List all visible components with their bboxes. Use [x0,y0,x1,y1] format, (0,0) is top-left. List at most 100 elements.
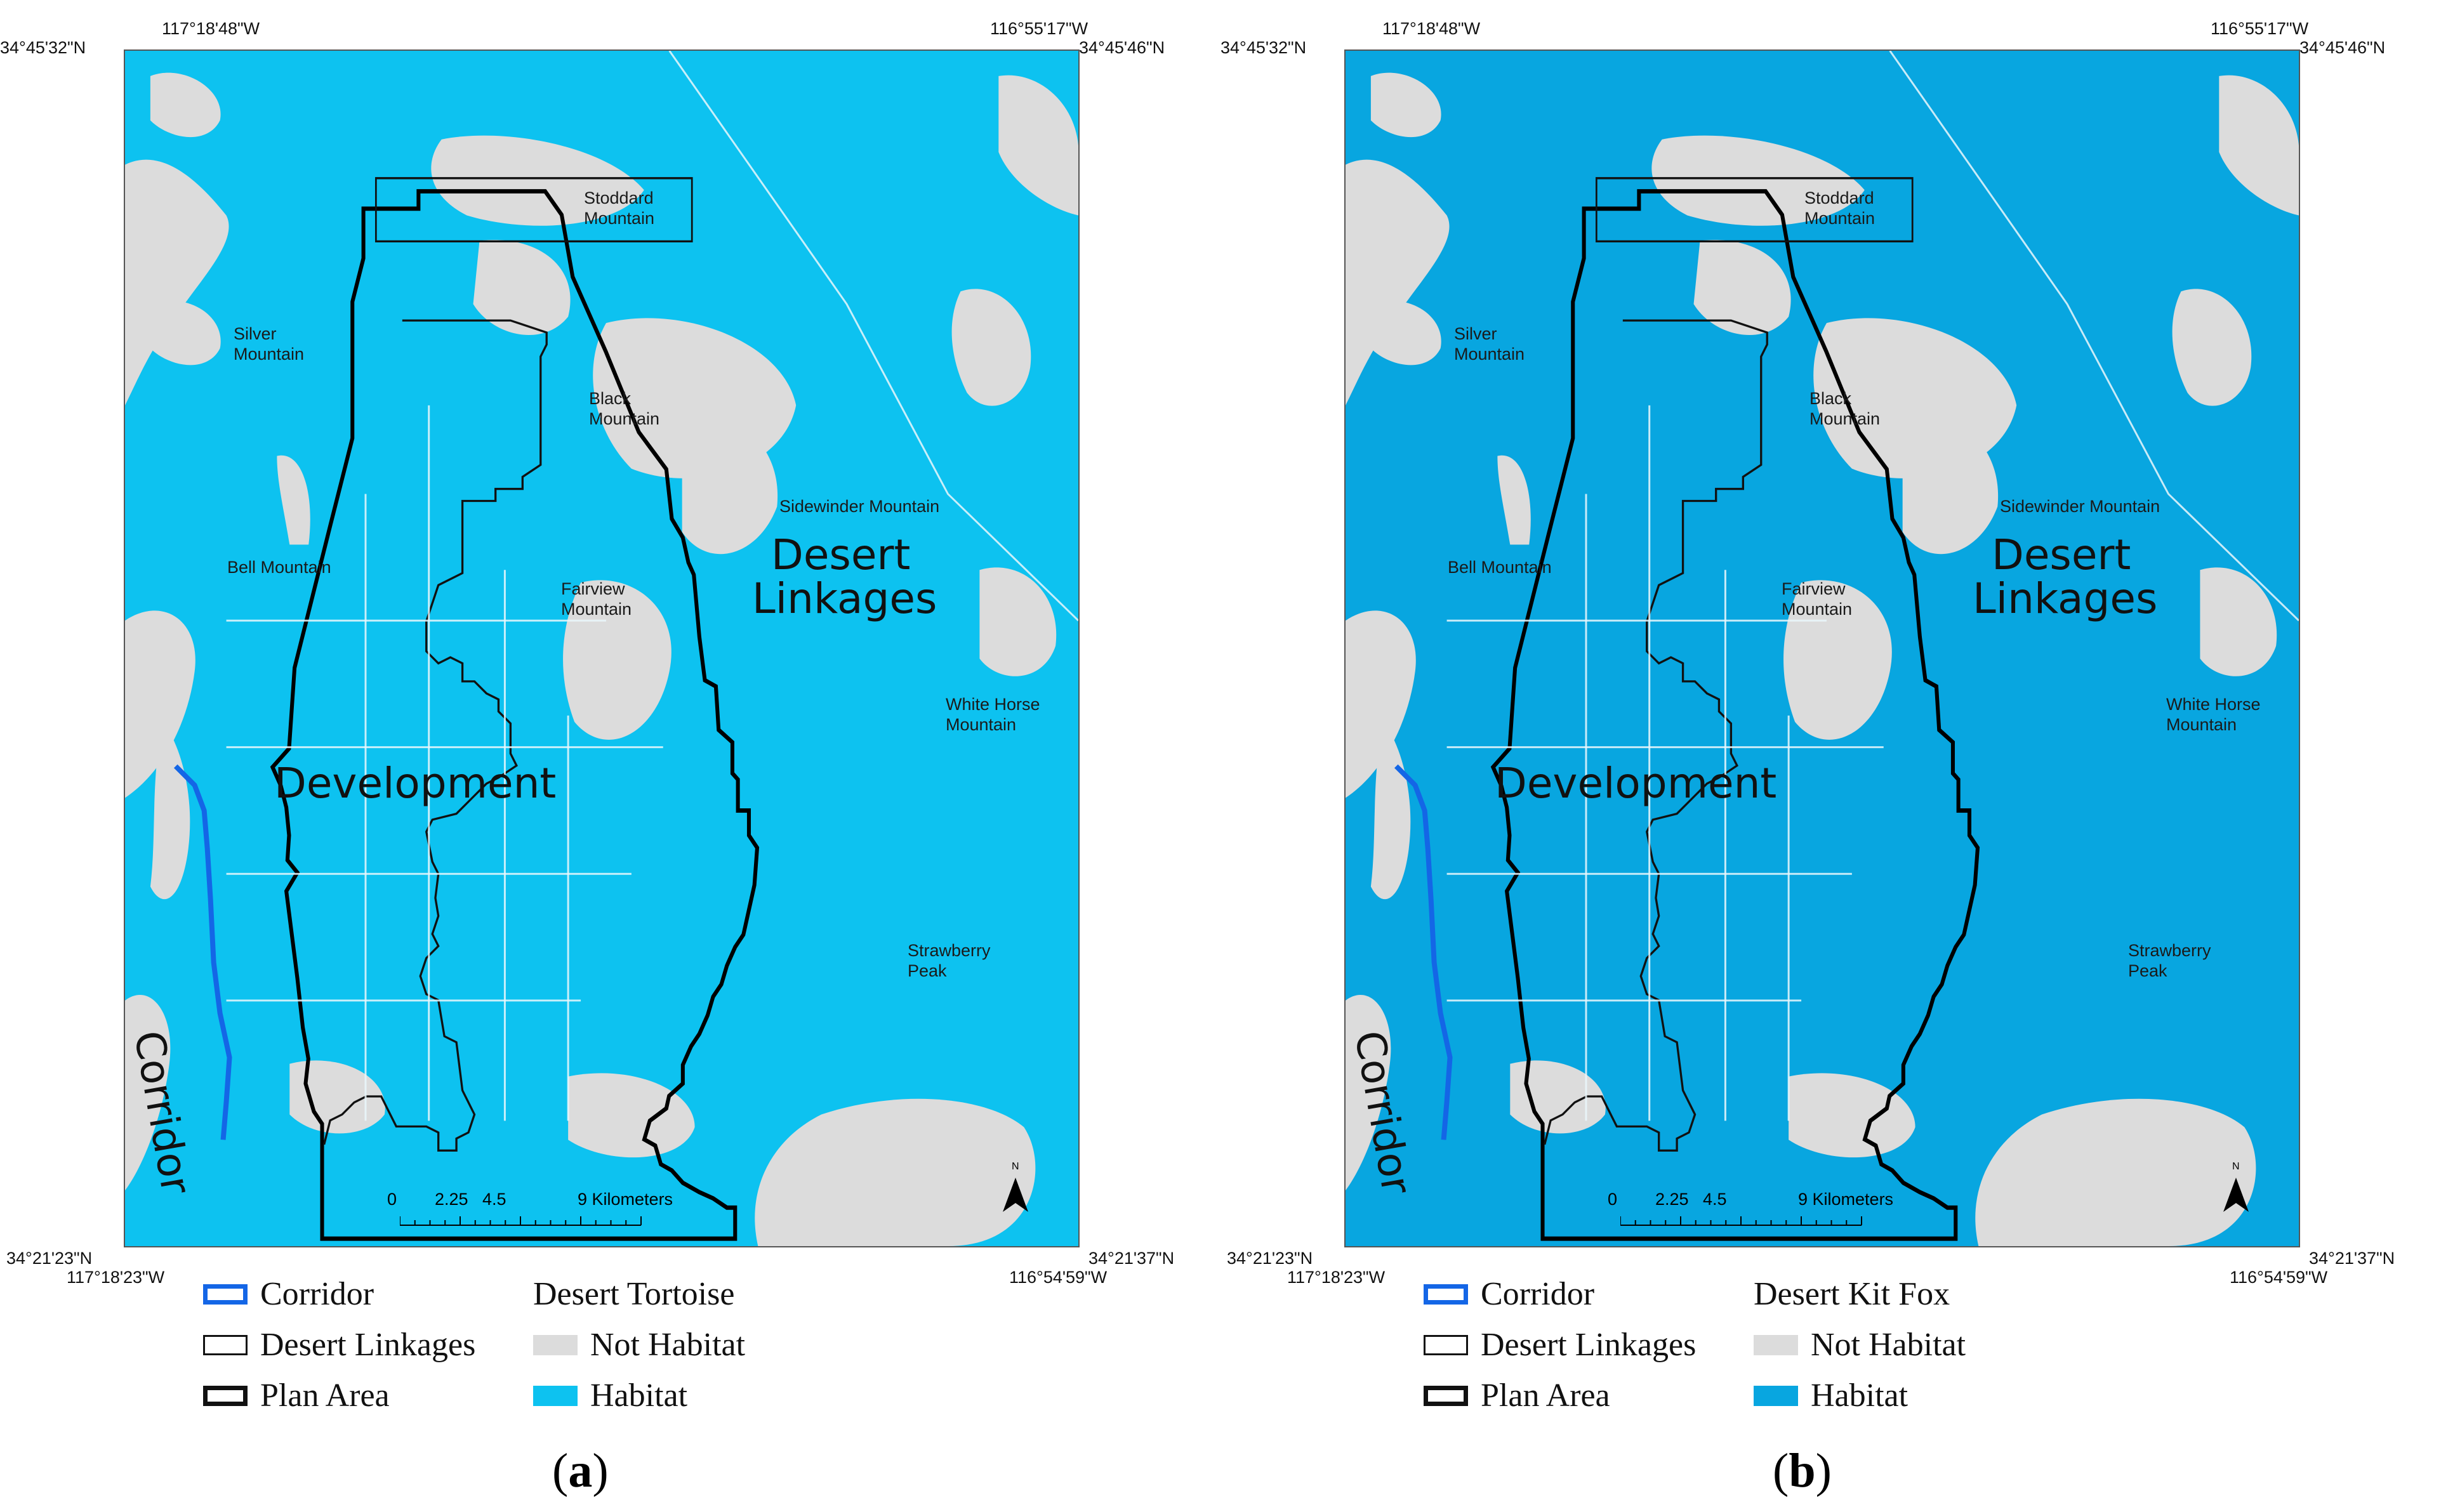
corridor-line [173,764,232,1140]
scale-bar-graphic [1620,1216,1862,1226]
place-label-line: Mountain [561,600,632,619]
coord-top-right-lat: 34°45'46"N [1079,38,1165,57]
nothab-west-low [1346,610,1416,798]
legend-swatch-corridor [1424,1284,1468,1305]
legend-label-corridor: Corridor [1481,1276,1595,1312]
place-label-line: Mountain [234,345,305,364]
place-label-line: Black [1809,389,1852,408]
legend-species-title: Desert Tortoise [533,1276,735,1312]
nothab-southeast [1975,1098,2256,1246]
place-label-whitehorse: White Horse Mountain [946,694,1040,735]
nothab-northeast [998,75,1078,216]
legend-label-plan-area: Plan Area [1481,1377,1610,1414]
place-label-line: White Horse [2166,695,2261,714]
nothab-southeast [755,1098,1036,1246]
nothab-black-mtn [473,240,571,336]
north-arrow-icon: N [2220,1161,2252,1214]
coord-bottom-right-lon: 116°54'59"W [1009,1268,1108,1287]
region-desert-linkages-line-1: Desert [771,530,911,579]
north-arrow-graphic [1003,1178,1028,1212]
place-label-line: Strawberry [908,941,991,960]
place-label-line: Silver [234,324,277,343]
place-label-line: Sidewinder Mountain [2000,497,2160,516]
north-arrow-graphic [2223,1178,2249,1212]
place-label-line: Fairview [1782,579,1846,598]
legend-swatch-plan-area [1424,1386,1468,1406]
place-label-line: Black [589,389,632,408]
region-desert-linkages: Desert Linkages [752,533,937,621]
place-label-sidewinder: Sidewinder Mountain [2000,496,2160,516]
legend-label-habitat: Habitat [1811,1377,1908,1414]
caption-open: ( [1773,1444,1789,1497]
nothab-east-mid [2200,567,2277,676]
region-desert-linkages: Desert Linkages [1973,533,2157,621]
caption-close: ) [592,1444,609,1497]
region-desert-linkages-line-2: Linkages [752,574,937,624]
desert-linkages-boundary [1595,177,1914,243]
coord-bottom-left-lon: 117°18'23"W [67,1268,165,1287]
scale-bar: 0 2.25 4.5 9 Kilometers [1608,1190,1893,1240]
coord-bottom-left-lat: 34°21'23"N [6,1249,93,1268]
caption-letter: a [568,1444,593,1497]
place-label-line: Peak [2128,961,2167,980]
legend-species-title: Desert Kit Fox [1754,1276,1950,1312]
place-label-line: Bell Mountain [227,558,331,577]
place-label-line: Mountain [1809,409,1881,428]
scale-tick-label: 2.25 [1655,1190,1689,1209]
coord-bottom-right-lat: 34°21'37"N [2309,1249,2395,1268]
legend-label-not-habitat: Not Habitat [590,1327,746,1363]
coord-top-right-lat: 34°45'46"N [2299,38,2386,57]
nothab-linkage [1902,415,1999,555]
place-label-line: White Horse [946,695,1040,714]
scale-tick-label: 0 [1608,1190,1618,1209]
development-boundary [1544,319,1768,1152]
legend-label-habitat: Habitat [590,1377,688,1414]
place-label-strawberry: Strawberry Peak [2128,940,2211,981]
desert-linkages-boundary [374,177,693,243]
place-label-line: Mountain [2166,715,2237,734]
coord-top-right-lon: 116°55'17"W [2211,19,2309,38]
legend-swatch-plan-area [203,1386,248,1406]
nothab-bell [277,455,310,545]
place-label-line: Silver [1454,324,1497,343]
coord-bottom-left-lat: 34°21'23"N [1227,1249,1313,1268]
place-label-silver: Silver Mountain [1454,324,1525,364]
place-label-line: Mountain [946,715,1017,734]
place-label-line: Mountain [1782,600,1853,619]
corridor-line [1394,764,1453,1140]
coord-top-right-lon: 116°55'17"W [990,19,1088,38]
legend-swatch-habitat [1754,1386,1798,1406]
place-label-line: Stoddard [584,188,654,207]
scale-tick-label: 9 Kilometers [578,1190,673,1209]
place-label-black: Black Mountain [589,388,659,429]
nothab-west-low [125,610,195,798]
nothab-corridor-edge [150,721,190,900]
nothab-stoddard [1651,135,1865,226]
plan-area-boundary [1490,189,1980,1241]
place-label-bell: Bell Mountain [227,557,331,577]
coord-top-left-lat: 34°45'32"N [1220,38,1307,57]
caption-letter: b [1789,1444,1816,1497]
nothab-southcenter [289,1060,385,1134]
place-label-fairview: Fairview Mountain [1782,579,1852,619]
legend-label-desert-linkages: Desert Linkages [260,1327,476,1363]
scale-tick-label: 0 [387,1190,397,1209]
place-label-line: Peak [908,961,947,980]
region-desert-linkages-line-1: Desert [1992,530,2131,579]
legend-label-plan-area: Plan Area [260,1377,390,1414]
nothab-south [568,1073,695,1158]
nothab-southcenter [1510,1060,1606,1134]
place-label-line: Sidewinder Mountain [779,497,940,516]
place-label-black: Black Mountain [1809,388,1880,429]
nothab-northwest [1370,72,1441,138]
legend-swatch-not-habitat [1754,1335,1798,1355]
caption-open: ( [552,1444,569,1497]
nothab-east-ridge [2172,289,2252,406]
place-label-line: Mountain [1804,209,1875,228]
nothab-corridor-edge [1370,721,1411,900]
scale-tick-label: 2.25 [435,1190,468,1209]
panel-caption: (b) [1773,1443,1832,1499]
coord-top-left-lat: 34°45'32"N [0,38,86,57]
nothab-silver [150,300,221,365]
scale-bar: 0 2.25 4.5 9 Kilometers [387,1190,673,1240]
